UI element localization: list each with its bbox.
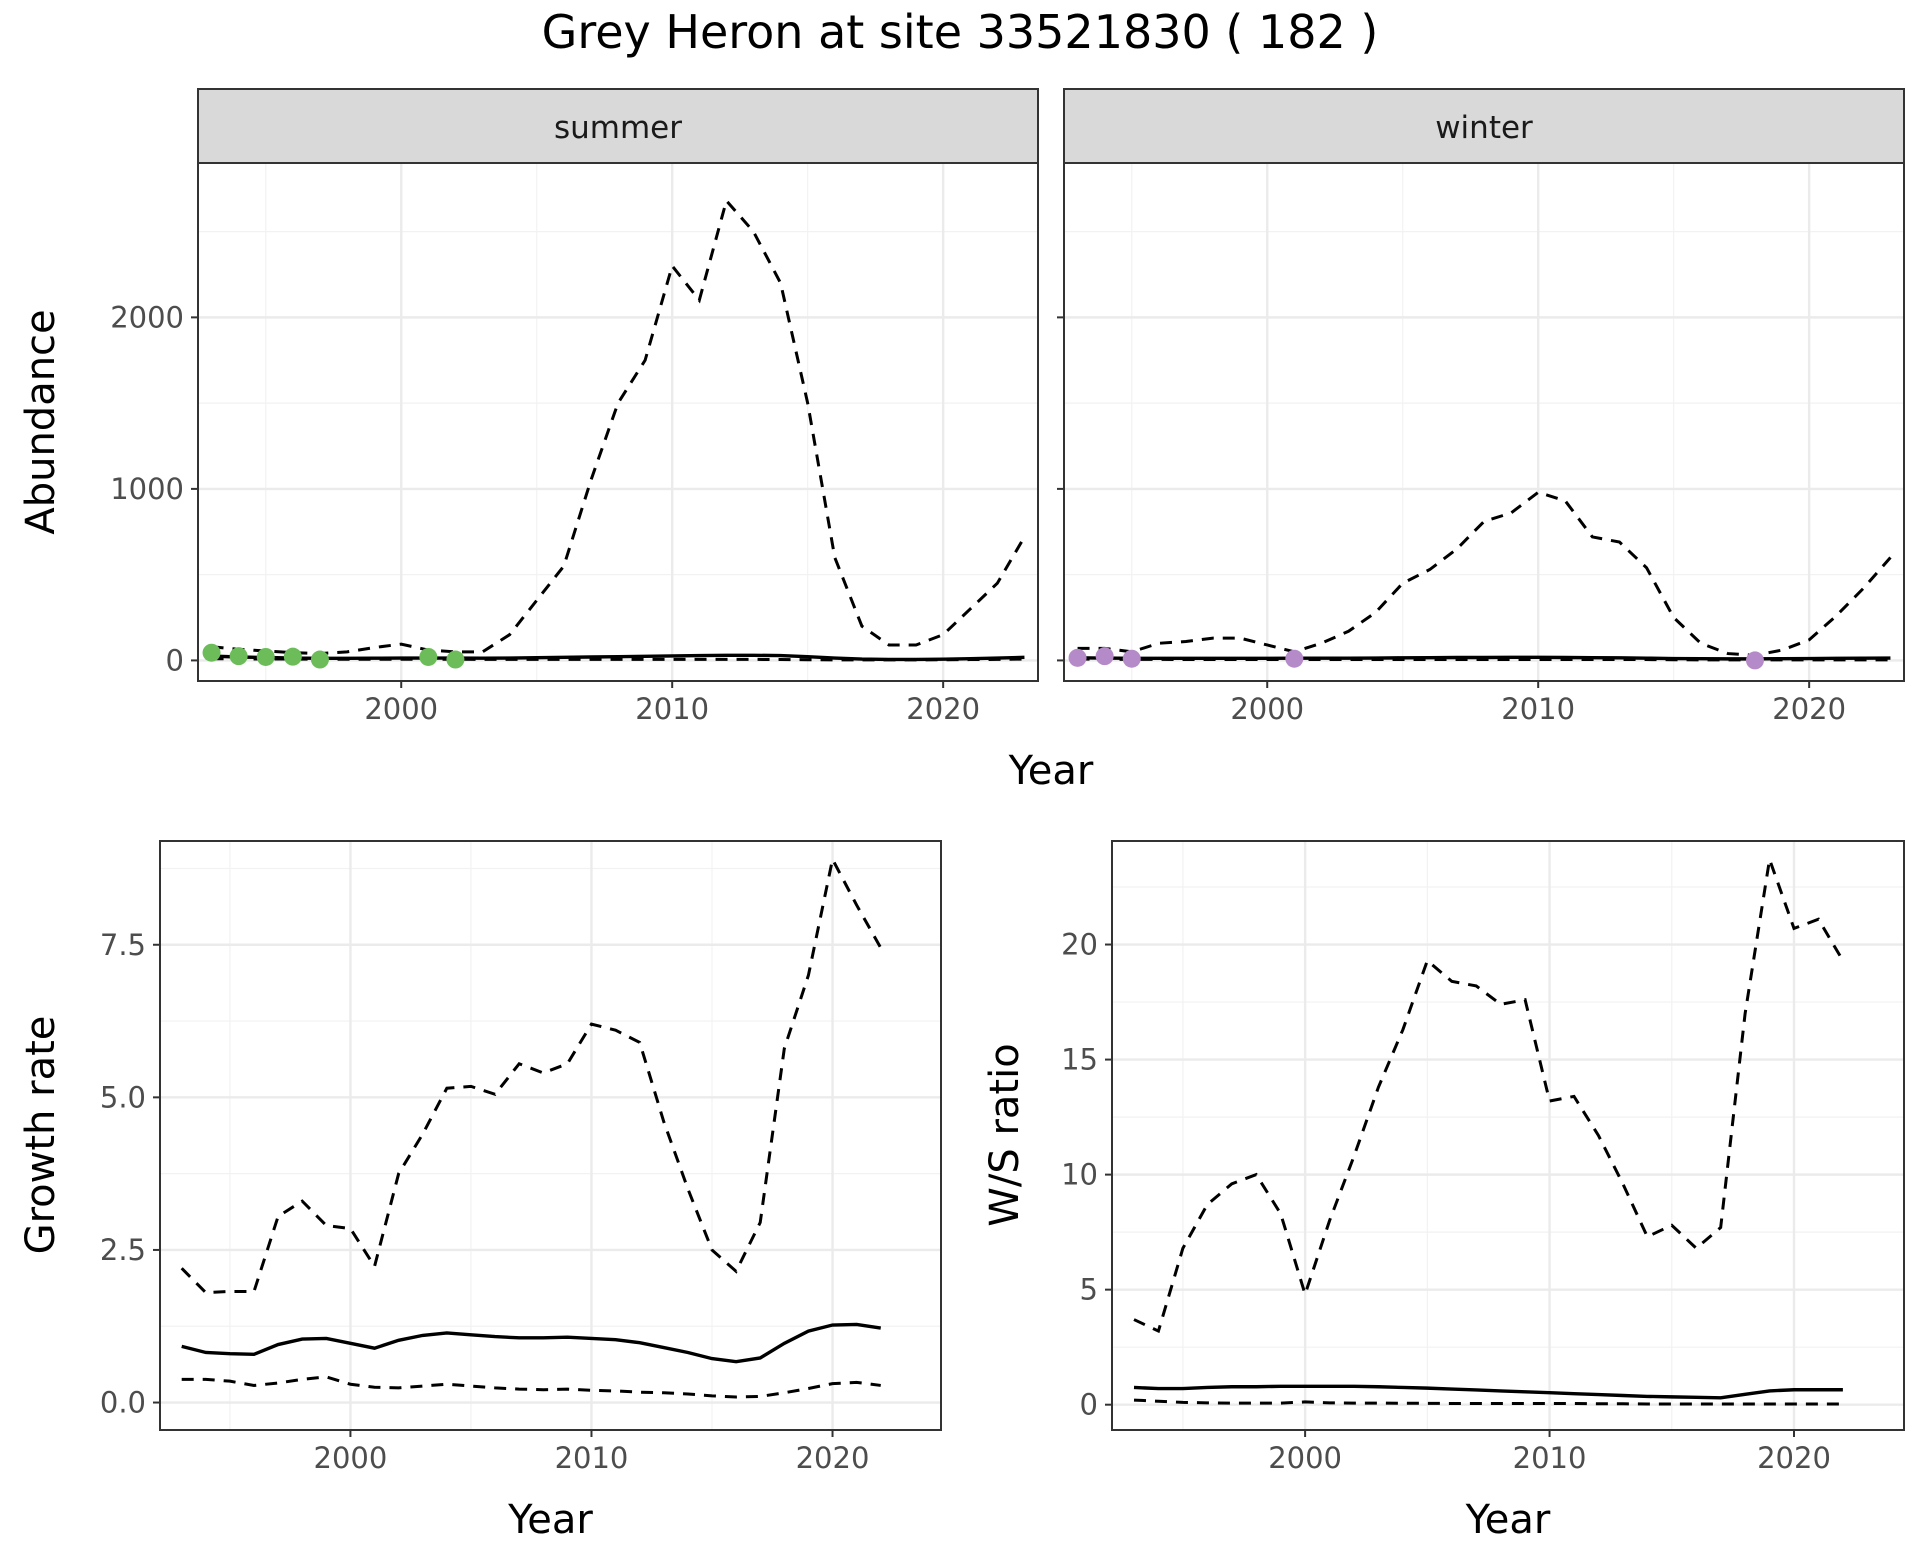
ws-ratio-chart: 2000 2010 2020 0 5 10 15 20 Year W/S ratio (982, 840, 1905, 1543)
lower-bound-line (181, 1375, 881, 1399)
observed-points (1068, 647, 1764, 670)
x-tick-label: 2020 (1757, 1441, 1831, 1475)
observed-point (1285, 649, 1304, 668)
y-tick-label: 0 (1080, 1388, 1098, 1422)
y-tick-label: 10 (1061, 1158, 1098, 1192)
y-tick-label: 15 (1061, 1043, 1098, 1077)
facet-strip (1063, 88, 1905, 164)
facet-strip-label: winter (1435, 110, 1533, 146)
y-tick-label: 5.0 (100, 1080, 146, 1114)
series-lines (1133, 858, 1845, 1406)
y-tick-label: 2000 (110, 300, 184, 334)
y-tick-label: 7.5 (100, 928, 146, 962)
x-axis-label: Year (1008, 748, 1094, 794)
observed-point (256, 647, 275, 666)
y-axis-label: W/S ratio (982, 1043, 1028, 1226)
lower-bound-line (1133, 1398, 1843, 1406)
observed-point (229, 647, 248, 666)
x-tick-label: 2010 (555, 1441, 629, 1475)
x-tick-label: 2020 (1772, 692, 1846, 726)
growth-rate-chart: 2000 2010 2020 0.0 2.5 5.0 7.5 Year Growth rate (18, 840, 942, 1543)
median-line (1077, 655, 1891, 661)
observed-point (202, 643, 221, 662)
x-tick-label: 2000 (1230, 692, 1304, 726)
facet-summer: summer 2000 2010 2020 0 1000 2000 (110, 88, 1039, 726)
x-tick-label: 2000 (1268, 1441, 1342, 1475)
x-axis-label: Year (507, 1497, 593, 1543)
upper-bound-line (211, 197, 1026, 656)
x-axis-label: Year (1465, 1497, 1551, 1543)
x-tick-label: 2010 (635, 692, 709, 726)
observed-point (446, 650, 465, 669)
upper-bound-line (1133, 858, 1845, 1334)
gridlines (160, 841, 941, 1430)
y-tick-label: 0.0 (100, 1386, 146, 1420)
panel-border (159, 840, 942, 1431)
observed-point (310, 650, 329, 669)
panel-border (1063, 162, 1905, 682)
y-tick-label: 1000 (110, 472, 184, 506)
observed-point (283, 647, 302, 666)
facet-strip-label: summer (554, 110, 682, 146)
x-tick-label: 2000 (314, 1441, 388, 1475)
observed-point (1745, 651, 1764, 670)
observed-point (419, 647, 438, 666)
median-line (181, 1322, 881, 1364)
facet-strip (197, 88, 1039, 164)
x-tick-label: 2020 (796, 1441, 870, 1475)
x-tick-label: 2010 (1501, 692, 1575, 726)
observed-point (1095, 647, 1114, 666)
upper-bound-line (180, 854, 883, 1295)
panel-border (1111, 840, 1905, 1431)
y-axis-label: Abundance (18, 309, 64, 534)
y-tick-label: 0 (166, 643, 184, 677)
abundance-chart: summer 2000 2010 2020 0 1000 2000 winter 2000 201… (18, 88, 1905, 794)
median-line (1133, 1384, 1843, 1400)
observed-point (1068, 648, 1087, 667)
gridlines (1064, 163, 1904, 681)
x-tick-label: 2010 (1513, 1441, 1587, 1475)
y-tick-label: 5 (1080, 1273, 1098, 1307)
series-lines (180, 854, 883, 1399)
facet-winter: winter 2000 2010 2020 (1057, 88, 1905, 726)
gridlines (198, 163, 1038, 681)
y-axis-label: Growth rate (18, 1016, 64, 1255)
median-line (211, 653, 1025, 662)
y-tick-label: 2.5 (100, 1233, 146, 1267)
observed-points (202, 643, 465, 669)
x-tick-label: 2000 (364, 692, 438, 726)
figure-title: Grey Heron at site 33521830 ( 182 ) (542, 5, 1379, 59)
upper-bound-line (1077, 490, 1892, 657)
panel-border (197, 162, 1039, 682)
gridlines (1112, 841, 1904, 1430)
series-lines (211, 197, 1026, 662)
x-tick-label: 2020 (906, 692, 980, 726)
y-tick-label: 20 (1061, 928, 1098, 962)
observed-point (1122, 649, 1141, 668)
series-lines (1077, 490, 1892, 662)
